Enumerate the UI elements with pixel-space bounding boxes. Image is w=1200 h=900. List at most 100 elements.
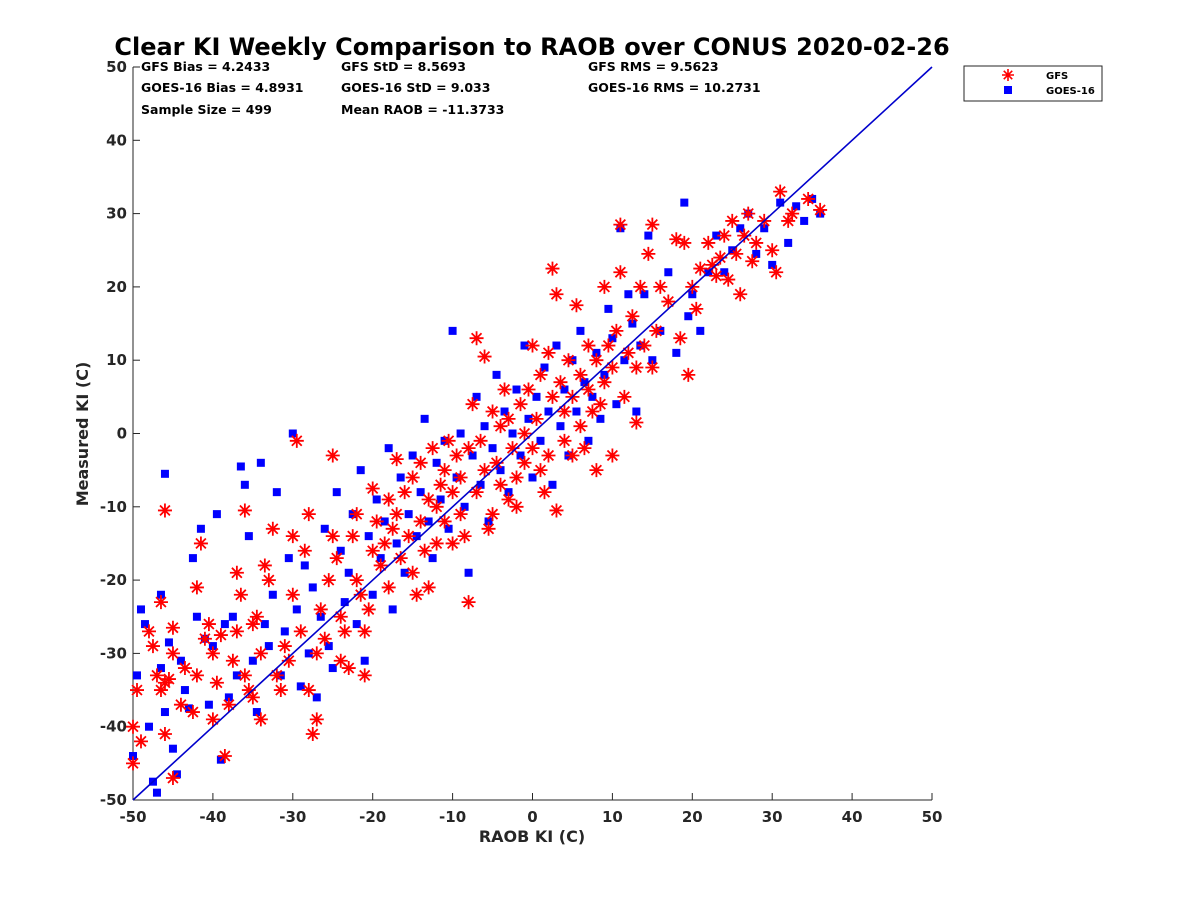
gfs-point bbox=[253, 646, 268, 661]
gfs-point bbox=[161, 672, 176, 687]
gfs-point bbox=[321, 573, 336, 588]
gfs-point bbox=[241, 683, 256, 698]
goes-16-point bbox=[696, 326, 705, 335]
gfs-point bbox=[457, 529, 472, 544]
gfs-point bbox=[729, 246, 744, 261]
gfs-point bbox=[189, 580, 204, 595]
gfs-point bbox=[509, 470, 524, 485]
x-ticks: -50 -40 -30 -20 -10 0 10 20 30 40 50 bbox=[119, 793, 942, 826]
gfs-point bbox=[141, 624, 156, 639]
goes-16-point bbox=[460, 502, 469, 511]
gfs-point bbox=[301, 507, 316, 522]
goes-16-point bbox=[400, 568, 409, 577]
goes-16-point bbox=[412, 532, 421, 541]
gfs-point bbox=[605, 448, 620, 463]
goes-16-point bbox=[684, 312, 693, 321]
gfs-point bbox=[357, 624, 372, 639]
gfs-point bbox=[625, 309, 640, 324]
gfs-point bbox=[253, 712, 268, 727]
gfs-point bbox=[673, 331, 688, 346]
goes-16-point bbox=[688, 290, 697, 299]
legend-box bbox=[963, 65, 1103, 102]
gfs-point bbox=[725, 213, 740, 228]
goes-16-point bbox=[300, 561, 309, 570]
gfs-point bbox=[597, 279, 612, 294]
goes-16-point bbox=[404, 510, 413, 519]
goes-16-point bbox=[176, 656, 185, 665]
goes-16-point bbox=[504, 488, 513, 497]
goes-16-point bbox=[232, 671, 241, 680]
gfs-point bbox=[249, 609, 264, 624]
goes-16-point bbox=[256, 458, 265, 467]
gfs-point bbox=[557, 433, 572, 448]
goes-16-point bbox=[428, 554, 437, 563]
goes-16-point bbox=[372, 495, 381, 504]
gfs-point bbox=[165, 771, 180, 786]
gfs-point bbox=[505, 441, 520, 456]
gfs-point bbox=[669, 232, 684, 247]
gfs-point bbox=[433, 477, 448, 492]
goes-16-point bbox=[528, 473, 537, 482]
goes-16-point bbox=[416, 488, 425, 497]
goes-16-point bbox=[548, 480, 557, 489]
x-tick-label: -10 bbox=[439, 808, 466, 826]
goes-16-point bbox=[480, 422, 489, 431]
goes-16-point bbox=[408, 451, 417, 460]
gfs-point bbox=[165, 646, 180, 661]
goes-16-point bbox=[296, 682, 305, 691]
gfs-point bbox=[213, 628, 228, 643]
gfs-point bbox=[381, 492, 396, 507]
goes-16-point bbox=[144, 722, 153, 731]
gfs-point bbox=[785, 206, 800, 221]
gfs-point bbox=[581, 382, 596, 397]
goes-16-point bbox=[520, 341, 529, 350]
gfs-point bbox=[649, 323, 664, 338]
gfs-point bbox=[609, 323, 624, 338]
gfs-point bbox=[525, 441, 540, 456]
stats-annotations: GFS Bias = 4.2433 GOES-16 Bias = 4.8931 … bbox=[141, 59, 761, 117]
gfs-point bbox=[333, 653, 348, 668]
goes-16-point bbox=[544, 407, 553, 416]
goes-16-point bbox=[332, 488, 341, 497]
y-ticks: -50 -40 -30 -20 -10 0 10 20 30 40 50 bbox=[100, 58, 140, 809]
gfs-point bbox=[745, 254, 760, 269]
gfs-point bbox=[201, 617, 216, 632]
x-tick-label: 40 bbox=[842, 808, 863, 826]
goes-16-point bbox=[680, 198, 689, 207]
goes-16-point bbox=[760, 224, 769, 233]
gfs-point bbox=[269, 668, 284, 683]
goes-16-point bbox=[424, 517, 433, 526]
gfs-point bbox=[297, 543, 312, 558]
stat-mean-raob: Mean RAOB = -11.3733 bbox=[341, 102, 504, 117]
gfs-point bbox=[561, 353, 576, 368]
gfs-point bbox=[621, 345, 636, 360]
goes-16-point bbox=[492, 370, 501, 379]
goes-16-point bbox=[768, 260, 777, 269]
stat-gfs-bias: GFS Bias = 4.2433 bbox=[141, 59, 270, 74]
goes-16-point bbox=[228, 612, 237, 621]
gfs-point bbox=[345, 529, 360, 544]
x-tick-label: -40 bbox=[199, 808, 226, 826]
goes-16-point bbox=[156, 664, 165, 673]
goes-16-point bbox=[540, 363, 549, 372]
gfs-point bbox=[445, 485, 460, 500]
goes-16-point bbox=[600, 370, 609, 379]
goes-16-point bbox=[572, 407, 581, 416]
goes-16-point bbox=[328, 664, 337, 673]
gfs-point bbox=[741, 206, 756, 221]
stat-goes-bias: GOES-16 Bias = 4.8931 bbox=[141, 80, 303, 95]
gfs-point bbox=[189, 668, 204, 683]
goes-16-point bbox=[712, 231, 721, 240]
goes-16-point bbox=[792, 202, 801, 211]
gfs-point bbox=[453, 507, 468, 522]
y-tick-label: -50 bbox=[100, 791, 127, 809]
gfs-point bbox=[445, 536, 460, 551]
goes-16-point bbox=[432, 458, 441, 467]
legend-gfs-asterisk bbox=[1002, 69, 1014, 81]
gfs-point bbox=[377, 536, 392, 551]
goes-16-point bbox=[444, 524, 453, 533]
gfs-point bbox=[717, 228, 732, 243]
goes-16-point bbox=[224, 693, 233, 702]
gfs-point bbox=[157, 727, 172, 742]
gfs-point bbox=[205, 646, 220, 661]
